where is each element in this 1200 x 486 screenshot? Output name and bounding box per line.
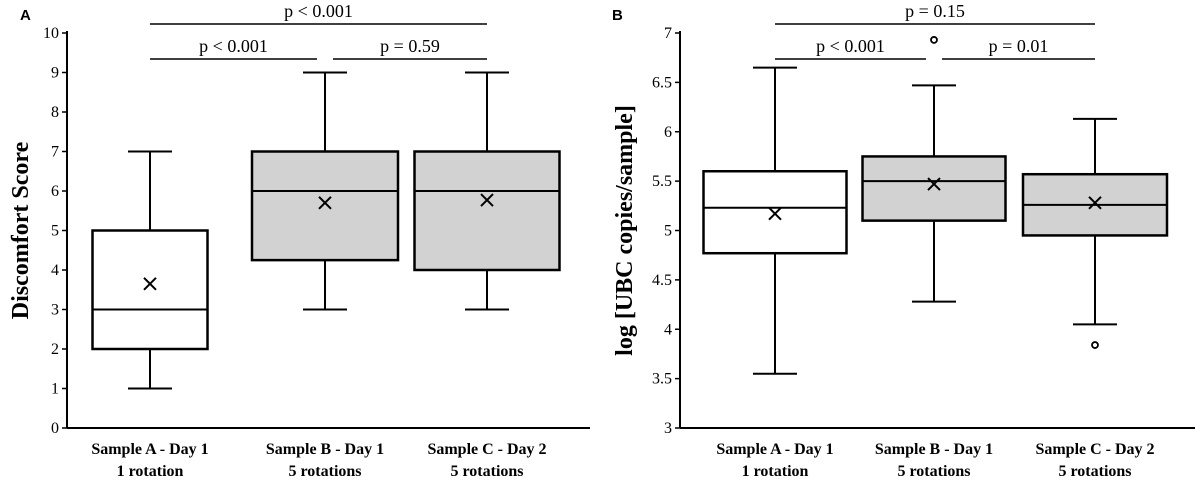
outlier-point	[1091, 341, 1099, 349]
y-tick-label: 6	[51, 183, 59, 200]
mean-marker	[768, 207, 782, 221]
box-2	[1021, 117, 1169, 349]
iqr-box	[702, 170, 848, 255]
mean-marker	[143, 277, 157, 291]
y-axis-label: log [UBC copies/sample]	[612, 105, 638, 356]
p-value-label: p = 0.01	[989, 36, 1049, 56]
x-category-sublabel: 5 rotations	[1058, 463, 1131, 480]
mean-marker	[927, 177, 941, 191]
mean-marker	[1088, 196, 1102, 210]
x-category-label: Sample B - Day 1	[875, 441, 993, 458]
x-category-sublabel: 5 rotations	[450, 463, 523, 480]
x-category-label: Sample A - Day 1	[716, 441, 833, 458]
panel-label: A	[20, 7, 31, 24]
y-tick-label: 3.5	[652, 371, 672, 388]
box-0	[91, 150, 209, 390]
mean-marker	[318, 196, 332, 210]
iqr-box	[861, 155, 1007, 222]
x-category-label: Sample C - Day 2	[427, 441, 546, 458]
y-tick-label: 8	[51, 104, 59, 121]
x-category-sublabel: 1 rotation	[742, 463, 809, 480]
y-tick-label: 6	[664, 124, 672, 141]
x-category-sublabel: 5 rotations	[288, 463, 361, 480]
outlier-point	[930, 36, 938, 44]
x-category-label: Sample B - Day 1	[266, 441, 384, 458]
y-tick-label: 5.5	[652, 173, 672, 190]
y-tick-label: 3	[51, 302, 59, 319]
y-tick-label: 5	[664, 223, 672, 240]
box-1	[250, 71, 400, 311]
x-category-sublabel: 1 rotation	[117, 463, 184, 480]
p-value-label: p < 0.001	[199, 36, 268, 56]
iqr-box	[413, 150, 561, 272]
y-tick-label: 5	[51, 223, 59, 240]
y-tick-label: 4.5	[652, 272, 672, 289]
y-tick-label: 2	[51, 341, 59, 358]
x-category-label: Sample A - Day 1	[91, 441, 208, 458]
y-tick-label: 4	[51, 262, 59, 279]
y-tick-label: 4	[664, 321, 672, 338]
y-tick-label: 7	[664, 25, 672, 42]
y-tick-label: 6.5	[652, 74, 672, 91]
p-value-label: p = 0.59	[380, 36, 440, 56]
box-2	[413, 71, 561, 311]
panel-label: B	[612, 7, 623, 24]
iqr-box	[250, 150, 400, 262]
y-tick-label: 0	[51, 420, 59, 437]
y-tick-label: 3	[664, 420, 672, 437]
p-value-label: p < 0.001	[816, 36, 885, 56]
box-1	[861, 36, 1007, 303]
y-tick-label: 7	[51, 144, 59, 161]
panel-b: B 3 3.5 4 4.5 5 5.5 6 6.5 7 log [UBC copies/sample…	[612, 1, 1195, 480]
mean-marker	[480, 193, 494, 207]
y-tick-label: 10	[43, 25, 59, 42]
p-value-label: p < 0.001	[284, 1, 353, 21]
y-tick-label: 1	[51, 381, 59, 398]
x-category-label: Sample C - Day 2	[1035, 441, 1154, 458]
box-0	[702, 66, 848, 375]
iqr-box	[91, 229, 209, 351]
x-category-sublabel: 5 rotations	[897, 463, 970, 480]
panel-a: A 0 1 2 3 4 5 6 7 8 9 10 Discomfort Score Sample A - …	[8, 1, 590, 480]
p-value-label: p = 0.15	[905, 1, 965, 21]
y-axis-label: Discomfort Score	[8, 141, 34, 319]
y-tick-label: 9	[51, 65, 59, 82]
